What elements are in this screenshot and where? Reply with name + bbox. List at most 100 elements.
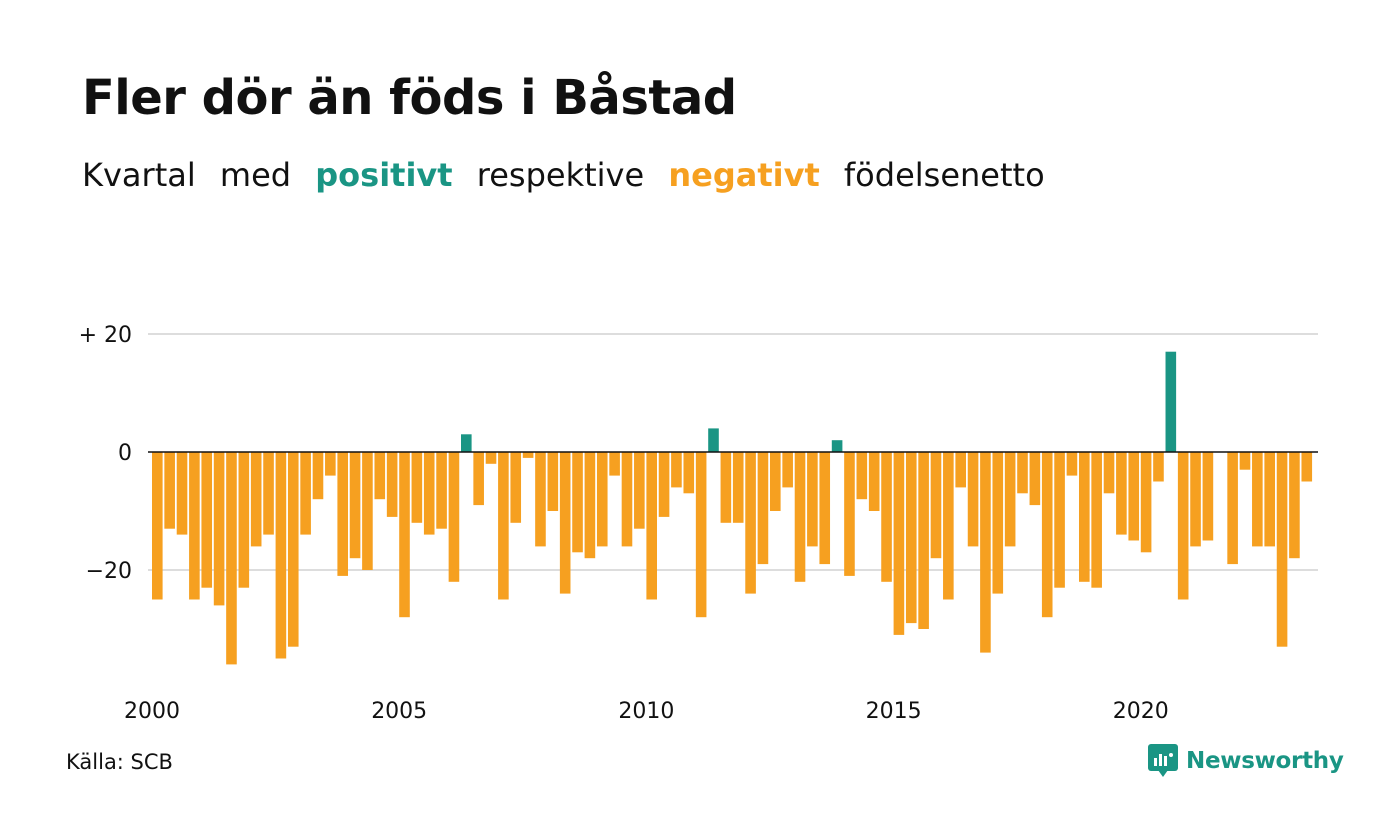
bar-2017-Q3 [1017,452,1028,494]
x-tick-label: 2020 [1113,699,1169,724]
x-tick-labels: 2000 2005 2010 2015 2020 [124,699,1169,724]
bar-2009-Q3 [621,452,633,547]
bar-2001-Q4 [238,452,250,588]
bar-2010-Q4 [683,452,695,494]
subtitle-positive-label: positivt [315,156,453,194]
bar-2009-Q2 [609,452,620,476]
bar-2020-Q3 [1165,351,1177,452]
bar-2022-Q1 [1239,452,1251,470]
bar-2015-Q1 [893,452,905,635]
bar-2015-Q3 [918,452,929,629]
y-tick-label: + 20 [79,323,132,348]
bar-2011-Q2 [708,428,719,452]
bar-2021-Q1 [1190,452,1201,547]
bar-2022-Q2 [1252,452,1263,547]
bar-2016-Q4 [980,452,991,653]
bar-2014-Q1 [844,452,855,576]
subtitle-negative-label: negativt [668,156,820,194]
bar-2002-Q3 [275,452,287,659]
bar-2018-Q3 [1066,452,1078,476]
subtitle-text-3: respektive [476,156,645,194]
newsworthy-logo-icon [1148,744,1178,777]
bar-2009-Q4 [634,452,645,529]
bar-2019-Q2 [1103,452,1115,494]
bar-2004-Q4 [386,452,398,517]
bar-2015-Q2 [905,452,917,624]
bar-2006-Q4 [485,452,497,464]
bar-2005-Q1 [399,452,410,618]
y-tick-label: −20 [86,559,132,584]
bar-2000-Q2 [164,452,175,529]
bar-2020-Q1 [1140,452,1152,553]
bar-2014-Q2 [856,452,868,500]
bar-2018-Q1 [1041,452,1053,618]
x-tick-label: 2000 [124,699,180,724]
bar-2005-Q4 [436,452,447,529]
bar-2012-Q1 [745,452,756,594]
bar-2001-Q3 [226,452,237,665]
bar-2013-Q3 [819,452,831,565]
bar-2022-Q4 [1276,452,1288,647]
bar-2021-Q4 [1227,452,1238,565]
bar-2000-Q3 [176,452,188,535]
source-note: Källa: SCB [66,750,173,774]
bar-2004-Q1 [349,452,361,559]
chart-subtitle: Kvartal med positivt respektive negativt… [82,156,1059,194]
bar-2005-Q3 [423,452,435,535]
subtitle-text-1: Kvartal [82,156,196,194]
bar-2012-Q4 [782,452,793,488]
x-tick-label: 2005 [371,699,427,724]
bar-2000-Q4 [189,452,200,600]
bar-2018-Q4 [1079,452,1090,582]
bar-2003-Q3 [325,452,336,476]
bar-2016-Q2 [955,452,966,488]
bar-2022-Q3 [1264,452,1275,547]
y-tick-labels: + 20 0 −20 [79,323,132,584]
bar-2019-Q1 [1091,452,1102,588]
subtitle-text-2: med [219,156,292,194]
bar-2012-Q2 [757,452,769,565]
bar-2016-Q1 [943,452,954,600]
bar-2011-Q4 [732,452,744,523]
bar-2023-Q1 [1289,452,1300,559]
bars [152,351,1313,665]
bar-2001-Q2 [213,452,225,606]
subtitle-text-4: födelsenetto [843,156,1045,194]
bar-2008-Q3 [572,452,583,553]
bar-2009-Q1 [596,452,608,547]
bar-2007-Q2 [510,452,522,523]
bar-2007-Q3 [522,452,534,458]
bar-2013-Q4 [831,440,843,452]
bar-2006-Q2 [461,434,472,452]
bar-2013-Q2 [807,452,818,547]
bar-2019-Q3 [1116,452,1127,535]
bar-2017-Q1 [992,452,1004,594]
bar-2002-Q2 [263,452,274,535]
bar-2020-Q2 [1153,452,1164,482]
bar-2010-Q2 [658,452,670,517]
bar-2021-Q2 [1202,452,1214,541]
bar-2000-Q1 [152,452,163,600]
newsworthy-logo[interactable]: Newsworthy [1148,744,1344,778]
bar-2001-Q1 [201,452,213,588]
bar-2004-Q2 [362,452,373,570]
bar-2007-Q1 [498,452,509,600]
bar-chart: + 20 0 −20 2000 2005 2010 2015 2020 [79,323,1318,724]
bar-2003-Q2 [312,452,324,500]
bar-2006-Q3 [473,452,484,506]
bar-2019-Q4 [1128,452,1140,541]
bar-2008-Q1 [547,452,559,511]
bar-2005-Q2 [411,452,423,523]
bar-2011-Q1 [695,452,707,618]
bar-2002-Q4 [287,452,299,647]
logo-wordmark: Newsworthy [1186,748,1344,774]
bar-2014-Q3 [868,452,880,511]
bar-2010-Q3 [671,452,682,488]
bar-2008-Q4 [584,452,596,559]
bar-2015-Q4 [930,452,942,559]
bar-2003-Q4 [337,452,348,576]
bar-2017-Q2 [1004,452,1016,547]
bar-2023-Q2 [1301,452,1313,482]
bar-2006-Q1 [448,452,460,582]
bar-2013-Q1 [794,452,806,582]
